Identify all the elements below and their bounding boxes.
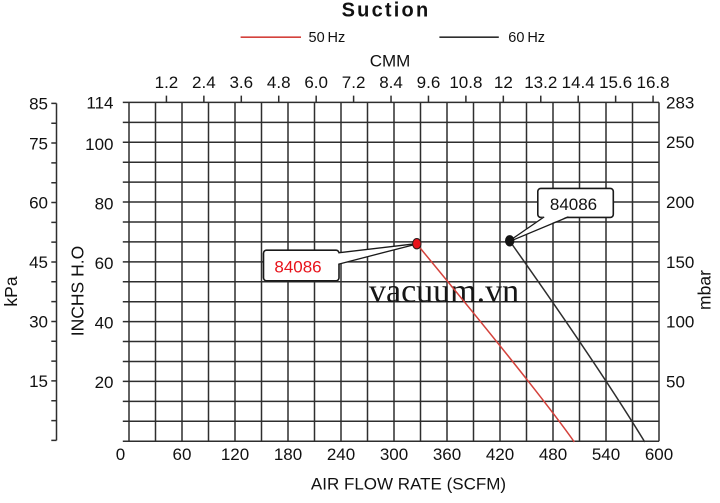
svg-text:100: 100: [666, 313, 694, 332]
svg-text:600: 600: [645, 445, 673, 464]
svg-text:CMM: CMM: [370, 52, 411, 71]
svg-text:120: 120: [221, 445, 249, 464]
svg-text:150: 150: [666, 253, 694, 272]
svg-text:114: 114: [86, 94, 113, 113]
svg-text:7.2: 7.2: [342, 73, 366, 92]
svg-text:13.2: 13.2: [524, 73, 557, 92]
svg-text:85: 85: [29, 95, 48, 114]
svg-text:20: 20: [95, 373, 114, 392]
svg-text:60: 60: [29, 194, 48, 213]
svg-text:60: 60: [95, 254, 114, 273]
svg-text:mbar: mbar: [695, 270, 715, 310]
svg-text:12: 12: [494, 73, 513, 92]
svg-text:8.4: 8.4: [379, 73, 403, 92]
svg-text:60 Hz: 60 Hz: [508, 30, 545, 46]
svg-text:9.6: 9.6: [417, 73, 441, 92]
svg-text:50 Hz: 50 Hz: [309, 30, 346, 46]
svg-text:2.4: 2.4: [192, 73, 216, 92]
svg-text:100: 100: [85, 135, 113, 154]
svg-text:200: 200: [666, 193, 694, 212]
svg-text:250: 250: [666, 133, 694, 152]
svg-text:30: 30: [29, 313, 48, 332]
svg-text:84086: 84086: [550, 195, 597, 214]
svg-text:180: 180: [274, 445, 302, 464]
svg-text:60: 60: [173, 445, 192, 464]
svg-text:16.8: 16.8: [637, 73, 670, 92]
svg-text:0: 0: [116, 445, 125, 464]
svg-text:80: 80: [95, 195, 114, 214]
svg-text:vacuum.vn: vacuum.vn: [369, 273, 519, 310]
svg-text:6.0: 6.0: [304, 73, 328, 92]
svg-text:AIR FLOW RATE (SCFM): AIR FLOW RATE (SCFM): [311, 475, 506, 494]
svg-text:kPa: kPa: [1, 276, 21, 306]
svg-text:40: 40: [95, 314, 114, 333]
svg-text:15: 15: [29, 372, 48, 391]
svg-text:14.4: 14.4: [562, 73, 595, 92]
svg-text:3.6: 3.6: [229, 73, 253, 92]
svg-text:Suction: Suction: [342, 0, 431, 22]
svg-text:50: 50: [666, 373, 685, 392]
svg-text:283: 283: [666, 94, 694, 113]
svg-text:45: 45: [29, 253, 48, 272]
svg-text:540: 540: [592, 445, 620, 464]
svg-text:240: 240: [327, 445, 355, 464]
svg-text:300: 300: [380, 445, 408, 464]
svg-text:1.2: 1.2: [155, 73, 179, 92]
svg-text:10.8: 10.8: [449, 73, 482, 92]
svg-text:420: 420: [486, 445, 514, 464]
svg-text:4.8: 4.8: [267, 73, 291, 92]
svg-text:480: 480: [539, 445, 567, 464]
svg-text:360: 360: [433, 445, 461, 464]
svg-text:INCHS H.O: INCHS H.O: [68, 246, 88, 336]
svg-text:75: 75: [29, 134, 48, 153]
svg-text:84086: 84086: [274, 258, 321, 277]
svg-text:15.6: 15.6: [599, 73, 632, 92]
